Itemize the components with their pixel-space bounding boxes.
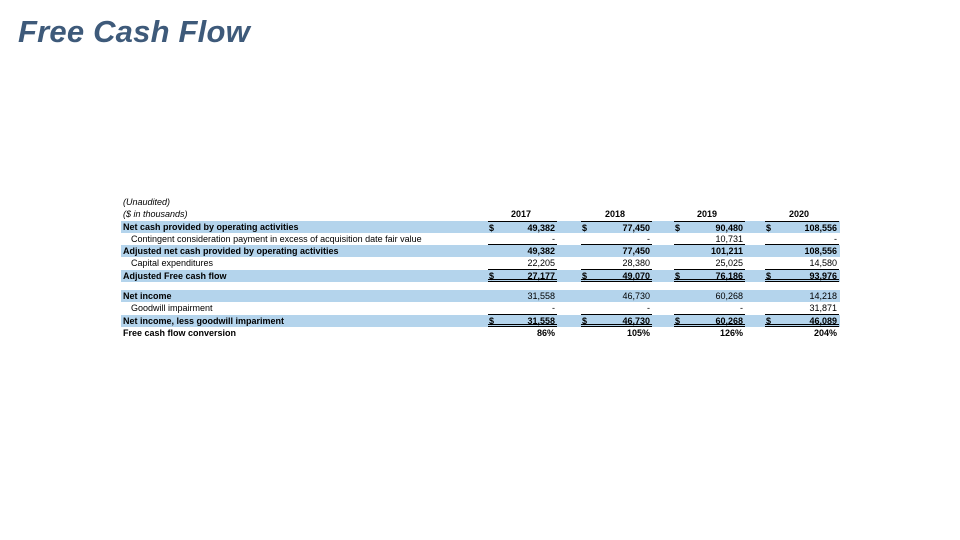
value-2017: 22,205 bbox=[527, 258, 555, 269]
value-2019: 60,268 bbox=[715, 291, 743, 302]
dollar-sign: $ bbox=[675, 270, 681, 281]
value-2018: 46,730 bbox=[622, 291, 650, 302]
table-row: Adjusted Free cash flow $27,177 $49,070 … bbox=[121, 269, 840, 283]
value-2019: - bbox=[740, 303, 743, 314]
row-label: Capital expenditures bbox=[131, 258, 214, 269]
value-2019: 126% bbox=[719, 327, 743, 338]
dollar-sign: $ bbox=[766, 270, 772, 281]
table-row: Net income 31,558 46,730 60,268 14,218 bbox=[121, 290, 840, 303]
value-2018: 46,730 bbox=[622, 315, 650, 326]
value-2017: 27,177 bbox=[527, 270, 555, 281]
row-label: Net cash provided by operating activitie… bbox=[123, 221, 299, 232]
value-2017: 31,558 bbox=[527, 291, 555, 302]
dollar-sign: $ bbox=[675, 222, 681, 233]
value-2017: - bbox=[552, 303, 555, 314]
value-2018: 77,450 bbox=[622, 222, 650, 233]
table-row: Net income, less goodwill impariment $31… bbox=[121, 314, 840, 327]
value-2019: 25,025 bbox=[715, 258, 743, 269]
row-label: Adjusted net cash provided by operating … bbox=[123, 246, 339, 257]
value-2020: 108,556 bbox=[804, 222, 837, 233]
row-label: Free cash flow conversion bbox=[123, 327, 237, 338]
table-row: Capital expenditures 22,205 28,380 25,02… bbox=[121, 257, 840, 270]
value-2017: 49,382 bbox=[527, 222, 555, 233]
value-2018: 105% bbox=[626, 327, 650, 338]
value-2017: 49,382 bbox=[527, 246, 555, 257]
value-2017: 31,558 bbox=[527, 315, 555, 326]
value-2020: 93,976 bbox=[809, 270, 837, 281]
table-row: Free cash flow conversion 86% 105% 126% … bbox=[121, 327, 840, 339]
value-2018: - bbox=[647, 303, 650, 314]
value-2020: 46,089 bbox=[809, 315, 837, 326]
value-2019: 90,480 bbox=[715, 222, 743, 233]
value-2018: 49,070 bbox=[622, 270, 650, 281]
year-header-2017: 2017 bbox=[511, 209, 532, 220]
row-label: Adjusted Free cash flow bbox=[123, 270, 227, 281]
dollar-sign: $ bbox=[582, 222, 588, 233]
unaudited-note-row: (Unaudited) bbox=[121, 196, 840, 208]
value-2017: 86% bbox=[536, 327, 555, 338]
row-label: Net income, less goodwill impariment bbox=[123, 315, 285, 326]
table-row: Contingent consideration payment in exce… bbox=[121, 233, 840, 246]
value-2020: 14,218 bbox=[809, 291, 837, 302]
year-header-2018: 2018 bbox=[605, 209, 626, 220]
dollar-sign: $ bbox=[489, 315, 495, 326]
units-note: ($ in thousands) bbox=[123, 209, 188, 220]
value-2020: 31,871 bbox=[809, 303, 837, 314]
year-header-2020: 2020 bbox=[789, 209, 810, 220]
value-2017: - bbox=[552, 233, 555, 244]
value-2018: 77,450 bbox=[622, 246, 650, 257]
value-2019: 10,731 bbox=[715, 233, 743, 244]
dollar-sign: $ bbox=[766, 315, 772, 326]
value-2020: 204% bbox=[813, 327, 837, 338]
table-row: Goodwill impairment - - - 31,871 bbox=[121, 302, 840, 315]
table-row: Adjusted net cash provided by operating … bbox=[121, 245, 840, 258]
value-2019: 60,268 bbox=[715, 315, 743, 326]
dollar-sign: $ bbox=[489, 270, 495, 281]
dollar-sign: $ bbox=[675, 315, 681, 326]
unaudited-note: (Unaudited) bbox=[123, 197, 171, 207]
table-spacer bbox=[121, 282, 840, 290]
free-cash-flow-table: (Unaudited) ($ in thousands) 2017 2018 2… bbox=[121, 196, 840, 339]
page-title: Free Cash Flow bbox=[18, 14, 250, 49]
row-label: Contingent consideration payment in exce… bbox=[131, 233, 422, 244]
row-label: Goodwill impairment bbox=[131, 303, 213, 314]
dollar-sign: $ bbox=[766, 222, 772, 233]
table-row: Net cash provided by operating activitie… bbox=[121, 220, 840, 233]
value-2019: 76,186 bbox=[715, 270, 743, 281]
dollar-sign: $ bbox=[582, 315, 588, 326]
value-2019: 101,211 bbox=[710, 246, 743, 257]
value-2020: - bbox=[834, 233, 837, 244]
value-2020: 108,556 bbox=[804, 246, 837, 257]
year-header-2019: 2019 bbox=[697, 209, 718, 220]
dollar-sign: $ bbox=[489, 222, 495, 233]
value-2018: - bbox=[647, 233, 650, 244]
row-label: Net income bbox=[123, 291, 172, 302]
value-2020: 14,580 bbox=[809, 258, 837, 269]
header-row: ($ in thousands) 2017 2018 2019 2020 bbox=[121, 208, 840, 220]
value-2018: 28,380 bbox=[622, 258, 650, 269]
dollar-sign: $ bbox=[582, 270, 588, 281]
